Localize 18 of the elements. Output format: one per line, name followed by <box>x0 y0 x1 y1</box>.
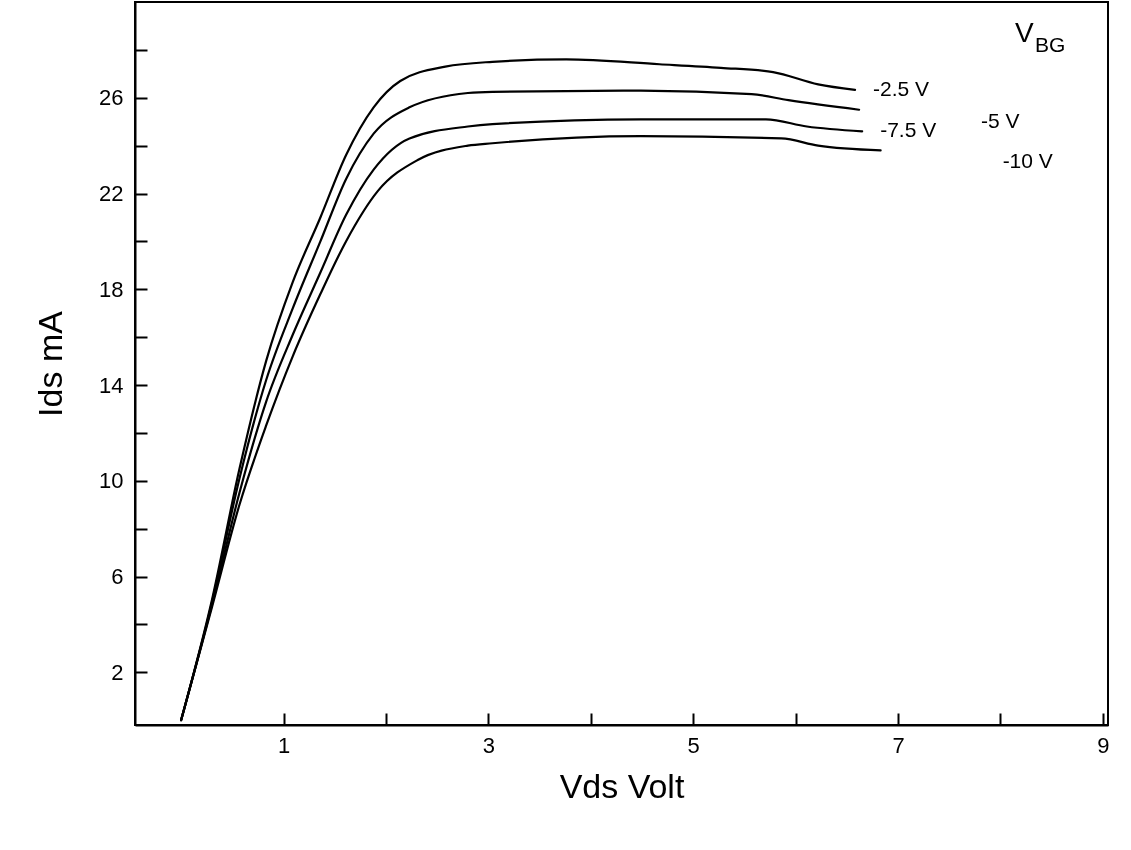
y-tick-label: 22 <box>99 181 124 207</box>
y-tick-label: 2 <box>111 659 124 685</box>
y-tick-label: 18 <box>99 276 124 302</box>
series-label: -7.5 V <box>880 118 937 142</box>
text: -10 V <box>1002 149 1053 173</box>
x-tick-label: 7 <box>892 732 905 758</box>
x-tick-label: 1 <box>277 732 291 758</box>
y-tick-label: 26 <box>99 85 124 111</box>
y-tick-label: 6 <box>111 564 124 590</box>
y-tick-label: 14 <box>99 372 124 398</box>
x-axis-title: Vds Volt <box>559 766 685 805</box>
text: -5 V <box>981 108 1020 132</box>
x-tick-label: 9 <box>1097 732 1110 758</box>
y-tick-label: 10 <box>99 468 124 494</box>
series-label: -2.5 V <box>873 76 930 100</box>
x-tick-label: 5 <box>687 732 700 758</box>
x-tick-label: 3 <box>482 732 495 758</box>
y-axis-title: Ids mA <box>31 310 70 417</box>
